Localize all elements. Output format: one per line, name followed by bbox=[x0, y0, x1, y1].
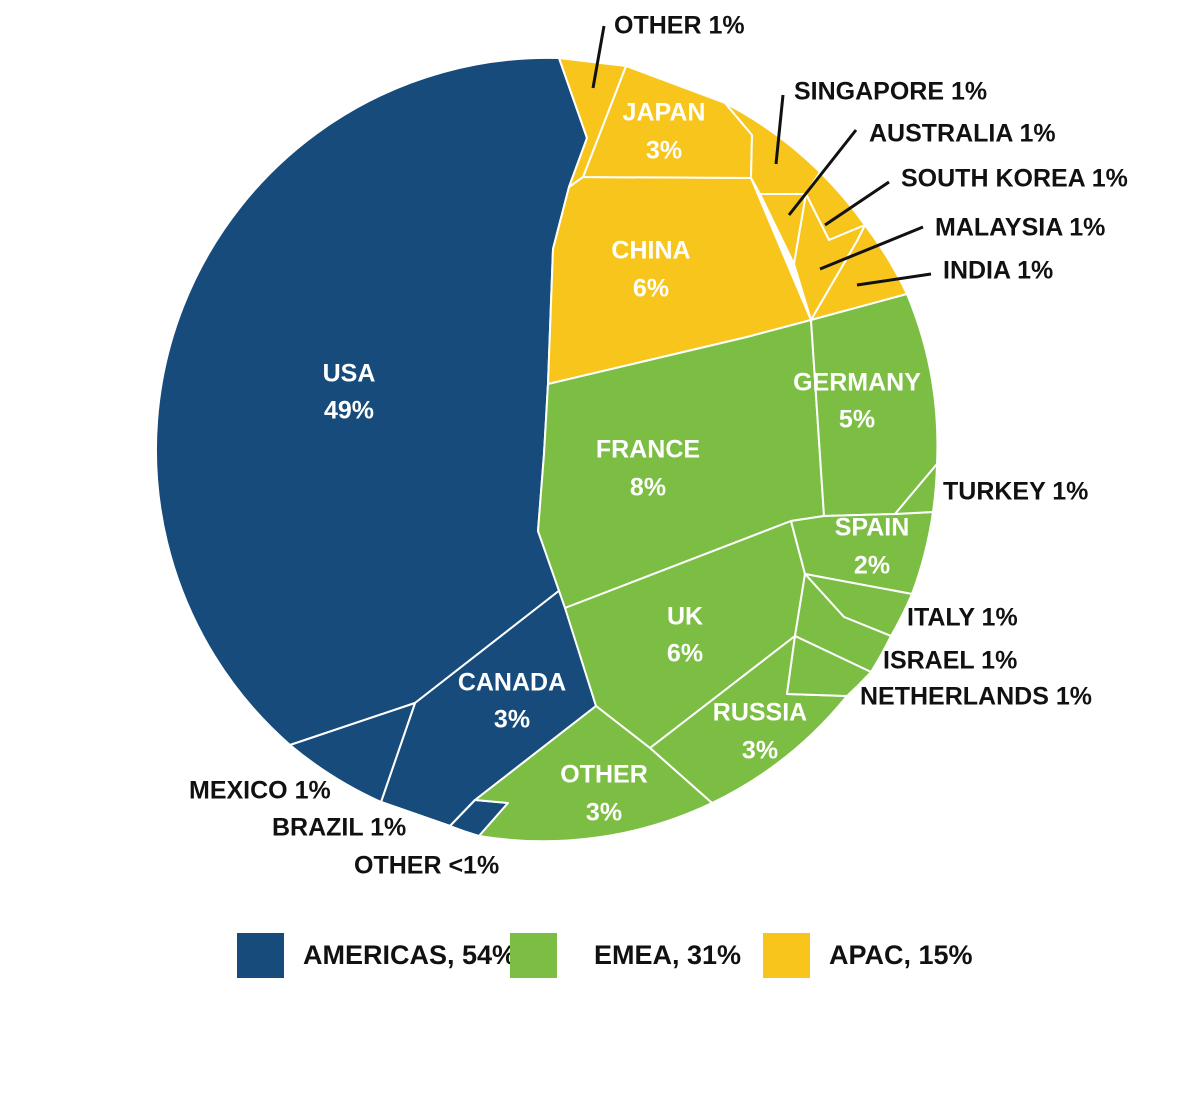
cell-value-russia: 3% bbox=[742, 737, 778, 765]
legend-label-emea: EMEA, 31% bbox=[594, 940, 741, 970]
cell-label-japan: JAPAN bbox=[623, 99, 706, 127]
cell-value-china: 6% bbox=[633, 275, 669, 303]
cell-label-apac-other: OTHER 1% bbox=[614, 12, 745, 40]
leader-lines-layer bbox=[591, 25, 932, 287]
cell-spain bbox=[790, 511, 934, 595]
cell-label-germany: GERMANY bbox=[793, 369, 921, 397]
cell-label-uk: UK bbox=[667, 603, 703, 631]
leader-line-india bbox=[856, 272, 932, 287]
cell-label-india: INDIA 1% bbox=[943, 257, 1053, 285]
cell-label-malaysia: MALAYSIA 1% bbox=[935, 214, 1105, 242]
cell-label-turkey: TURKEY 1% bbox=[943, 478, 1088, 506]
cell-label-canada: CANADA bbox=[458, 669, 566, 697]
cell-value-usa: 49% bbox=[324, 397, 374, 425]
cell-mexico bbox=[289, 702, 416, 803]
cell-label-emea-other: OTHER bbox=[560, 761, 648, 789]
legend-label-americas: AMERICAS, 54% bbox=[303, 940, 516, 970]
cell-value-emea-other: 3% bbox=[586, 799, 622, 827]
leader-line-malaysia bbox=[819, 225, 924, 271]
cell-label-singapore: SINGAPORE 1% bbox=[794, 78, 987, 106]
leader-line-singapore bbox=[774, 94, 785, 165]
cell-label-china: CHINA bbox=[611, 237, 690, 265]
cell-label-south-korea: SOUTH KOREA 1% bbox=[901, 165, 1128, 193]
leader-line-apac-other bbox=[591, 25, 606, 89]
cell-label-usa: USA bbox=[323, 360, 376, 388]
cell-value-germany: 5% bbox=[839, 406, 875, 434]
cell-label-israel: ISRAEL 1% bbox=[883, 647, 1017, 675]
cell-label-australia: AUSTRALIA 1% bbox=[869, 120, 1056, 148]
cell-turkey bbox=[894, 463, 938, 515]
cell-emea-other bbox=[474, 705, 713, 843]
cell-label-americas-other: OTHER <1% bbox=[354, 852, 499, 880]
cell-usa bbox=[155, 56, 588, 746]
cell-label-spain: SPAIN bbox=[835, 514, 910, 542]
cell-label-netherlands: NETHERLANDS 1% bbox=[860, 683, 1092, 711]
labels-layer: USA 49% CANADA 3% MEXICO 1% BRAZIL 1% OTHER <1… bbox=[189, 12, 1128, 880]
cells-layer bbox=[155, 56, 939, 843]
cell-label-italy: ITALY 1% bbox=[907, 604, 1018, 632]
cell-apac-other bbox=[558, 57, 627, 188]
cell-label-mexico: MEXICO 1% bbox=[189, 777, 331, 805]
leader-line-south-korea bbox=[824, 180, 890, 227]
cell-value-uk: 6% bbox=[667, 640, 703, 668]
cell-value-canada: 3% bbox=[494, 706, 530, 734]
legend-swatch-apac bbox=[763, 933, 810, 978]
legend-label-apac: APAC, 15% bbox=[829, 940, 973, 970]
cell-value-spain: 2% bbox=[854, 552, 890, 580]
legend: AMERICAS, 54% EMEA, 31% APAC, 15% bbox=[237, 933, 973, 978]
legend-swatch-americas bbox=[237, 933, 284, 978]
leader-line-australia bbox=[787, 129, 858, 216]
cell-singapore bbox=[724, 102, 821, 195]
cell-netherlands bbox=[786, 635, 872, 697]
cell-value-japan: 3% bbox=[646, 137, 682, 165]
cell-label-france: FRANCE bbox=[596, 436, 700, 464]
legend-swatch-emea bbox=[510, 933, 557, 978]
cell-label-brazil: BRAZIL 1% bbox=[272, 814, 406, 842]
cell-label-russia: RUSSIA bbox=[713, 699, 807, 727]
cell-value-france: 8% bbox=[630, 474, 666, 502]
